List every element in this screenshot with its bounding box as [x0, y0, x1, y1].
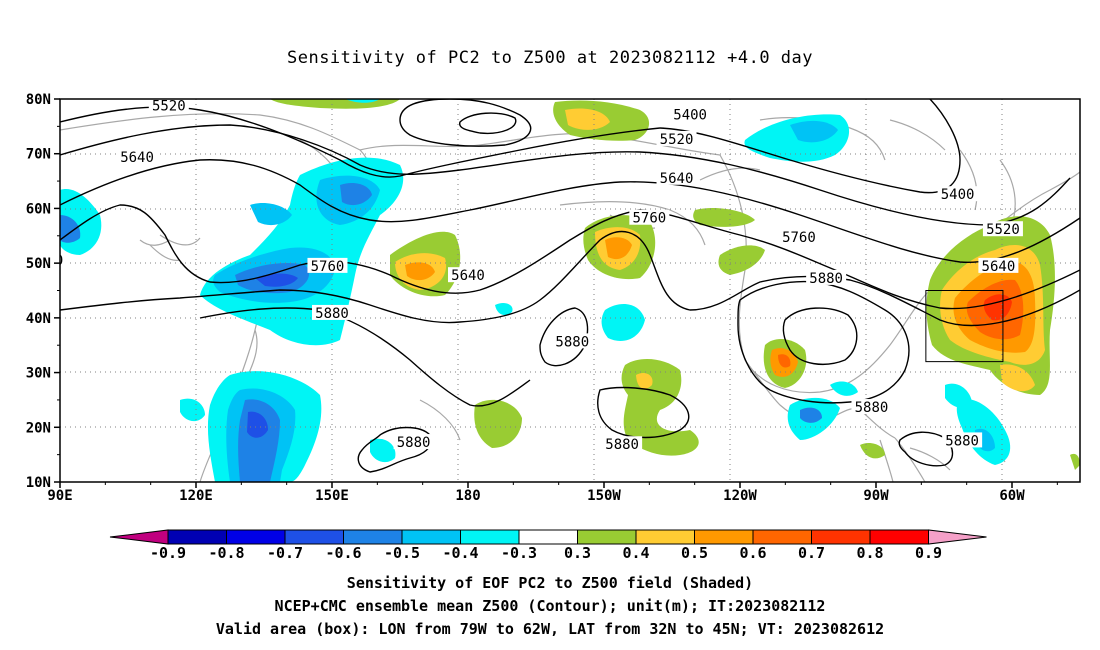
contour-label-bg	[851, 399, 892, 415]
contour-label: 5760	[30, 253, 64, 269]
lat-label: 60N	[26, 201, 51, 217]
colorbar-swatch	[811, 529, 871, 545]
lon-label: 120E	[179, 488, 213, 504]
lat-label: 80N	[26, 92, 51, 108]
colorbar-swatch	[869, 529, 929, 545]
colorbar-swatch	[694, 529, 754, 545]
contour-label: 5760	[782, 230, 816, 246]
contour-label: 5760	[311, 259, 345, 275]
shaded-sensitivity	[60, 99, 1080, 482]
lon-label: 90E	[47, 488, 72, 504]
contour-label: 5520	[986, 222, 1020, 238]
colorbar-swatch	[577, 529, 637, 545]
colorbar-label: 0.5	[681, 544, 708, 562]
contour-label-bg	[148, 99, 189, 113]
map-title: Sensitivity of PC2 to Z500 at 2023082112…	[286, 48, 813, 68]
contour-label-bg	[656, 130, 697, 146]
colorbar-label: -0.6	[325, 544, 361, 562]
contour-labels: 5520 5400 5520 5640 5640 5400 5760 5520 5760 5760…	[30, 99, 1023, 453]
colorbar-label: -0.8	[208, 544, 244, 562]
colorbar-swatch	[752, 529, 812, 545]
contour-label-bg	[778, 228, 819, 244]
contour-label: 5880	[809, 271, 843, 287]
colorbar-swatch	[635, 529, 695, 545]
contour-label-bg	[942, 432, 983, 448]
colorbar-left-triangle	[109, 529, 169, 545]
contour-label-bg	[602, 436, 643, 452]
contour-label-bg	[117, 148, 158, 164]
contour-label: 5880	[605, 437, 639, 453]
colorbar-swatch	[401, 529, 461, 545]
caption-valid-area: Valid area (box): LON from 79W to 62W, L…	[215, 620, 885, 638]
contour-label-bg	[978, 257, 1019, 273]
longitude-axis: 90E 120E 150E 180 150W 120W 90W 60W	[47, 482, 1058, 504]
colorbar-label: 0.7	[798, 544, 825, 562]
colorbar-swatch	[343, 529, 403, 545]
lon-label: 180	[455, 488, 480, 504]
lat-label: 10N	[26, 475, 51, 491]
lon-label: 90W	[863, 488, 889, 504]
contour-label: 5400	[673, 107, 707, 123]
contour-label: 5520	[152, 99, 186, 115]
lat-label: 20N	[26, 420, 51, 436]
contour-label-bg	[670, 106, 711, 122]
contour-label: 5880	[315, 306, 349, 322]
lat-label: 70N	[26, 147, 51, 163]
colorbar-swatch	[167, 529, 227, 545]
contour-label: 5880	[555, 334, 589, 350]
contour-label: 5400	[941, 187, 975, 203]
contour-label-bg	[393, 434, 434, 450]
contour-label: 5880	[855, 400, 889, 416]
colorbar-swatch	[284, 529, 344, 545]
contour-label-bg	[806, 269, 847, 285]
contour-label-bg	[937, 186, 978, 202]
contour-label: 5880	[945, 433, 979, 449]
lat-label: 30N	[26, 366, 51, 382]
colorbar-label: -0.4	[442, 544, 478, 562]
colorbar-label: -0.3	[501, 544, 537, 562]
colorbar: -0.9 -0.8 -0.7 -0.6 -0.5 -0.4 -0.3 0.3 0.4 0.5 0.6…	[109, 529, 987, 562]
lon-label: 120W	[723, 488, 757, 504]
lat-label: 50N	[26, 256, 51, 272]
lon-label: 150E	[315, 488, 349, 504]
contour-label: 5880	[397, 435, 431, 451]
contour-label: 5640	[120, 150, 154, 166]
colorbar-label: 0.4	[622, 544, 649, 562]
lat-label: 40N	[26, 311, 51, 327]
contour-label-bg	[312, 304, 352, 320]
contour-label-bg	[448, 267, 488, 283]
lon-label: 60W	[999, 488, 1025, 504]
contour-label-bg	[656, 169, 697, 185]
colorbar-label: -0.5	[384, 544, 420, 562]
contour-label: 5640	[451, 268, 485, 284]
contour-label-bg	[552, 333, 593, 349]
latitude-axis: 80N 70N 60N 50N 40N 30N 20N 10N	[26, 92, 60, 491]
contour-label: 5760	[632, 211, 666, 227]
caption-contour: NCEP+CMC ensemble mean Z500 (Contour); u…	[274, 597, 826, 615]
contour-label-bg	[982, 221, 1023, 237]
colorbar-label: 0.6	[739, 544, 766, 562]
graticule	[60, 99, 1080, 482]
colorbar-label: 0.3	[564, 544, 591, 562]
contour-label: 5640	[660, 171, 694, 187]
contour-label: 5520	[660, 132, 694, 148]
caption-shaded: Sensitivity of EOF PC2 to Z500 field (Sh…	[346, 574, 754, 592]
colorbar-label: -0.7	[267, 544, 303, 562]
z500-contours	[60, 99, 1080, 473]
colorbar-swatch	[518, 529, 578, 545]
colorbar-label: 0.9	[915, 544, 942, 562]
valid-area-box	[925, 290, 1004, 363]
colorbar-right-triangle	[928, 529, 987, 545]
contour-label-bg	[60, 251, 67, 267]
contour-label: 5640	[982, 259, 1016, 275]
lon-label: 150W	[587, 488, 621, 504]
colorbar-label: 0.8	[856, 544, 883, 562]
colorbar-label: -0.9	[150, 544, 186, 562]
contour-label-bg	[629, 209, 670, 225]
colorbar-swatch	[226, 529, 286, 545]
contour-label-bg	[307, 257, 348, 273]
colorbar-swatch	[460, 529, 520, 545]
